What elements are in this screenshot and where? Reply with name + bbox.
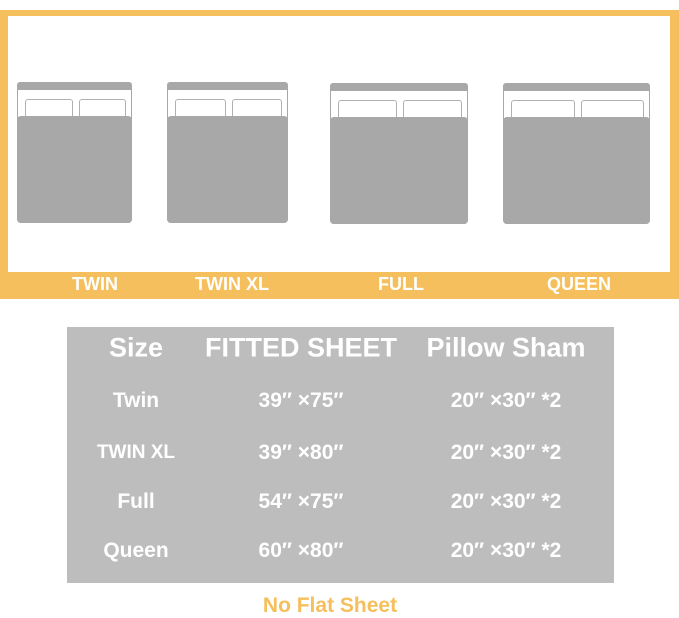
- no-flat-sheet-note: No Flat Sheet: [262, 594, 398, 617]
- blanket-icon: [17, 116, 132, 223]
- table-cell: Twin: [112, 389, 160, 412]
- blanket-icon: [330, 117, 468, 224]
- bed-label-twin: TWIN: [72, 274, 118, 294]
- header-size: Size: [108, 332, 164, 363]
- pillow-icon: [511, 100, 575, 121]
- bed-label-queen: QUEEN: [546, 274, 612, 294]
- pillow-icon: [25, 99, 73, 120]
- pillow-icon: [580, 100, 644, 121]
- table-cell: 54″ ×75″: [258, 490, 344, 513]
- bed-icon-queen: [503, 83, 650, 224]
- table-cell: 20″ ×30″ *2: [450, 389, 562, 412]
- table-cell: 39″ ×80″: [258, 441, 344, 464]
- table-cell: 20″ ×30″ *2: [450, 490, 562, 513]
- bed-label-full: FULL: [378, 274, 424, 294]
- bed-icon-twin: [17, 82, 132, 223]
- pillow-icon: [78, 99, 126, 120]
- bed-icon-twin-xl: [167, 82, 288, 223]
- blanket-icon: [167, 116, 288, 223]
- bed-icon-full: [330, 83, 468, 224]
- table-cell: Full: [117, 490, 155, 513]
- pillow-icon: [338, 100, 397, 121]
- header-pillow-sham: Pillow Sham: [426, 332, 586, 363]
- pillow-icon: [175, 99, 226, 120]
- table-cell: 20″ ×30″ *2: [450, 441, 562, 464]
- bed-label-twin-xl: TWIN XL: [195, 274, 269, 294]
- table-cell: 20″ ×30″ *2: [450, 539, 562, 562]
- pillow-icon: [231, 99, 282, 120]
- table-cell: Queen: [103, 539, 169, 562]
- pillow-icon: [403, 100, 462, 121]
- blanket-icon: [503, 117, 650, 224]
- table-cell: 60″ ×80″: [258, 539, 344, 562]
- size-table: Size FITTED SHEET Pillow Sham Twin 39″ ×7…: [67, 327, 614, 583]
- table-cell: TWIN XL: [96, 442, 176, 463]
- table-cell: 39″ ×75″: [258, 389, 344, 412]
- header-fitted-sheet: FITTED SHEET: [204, 332, 398, 363]
